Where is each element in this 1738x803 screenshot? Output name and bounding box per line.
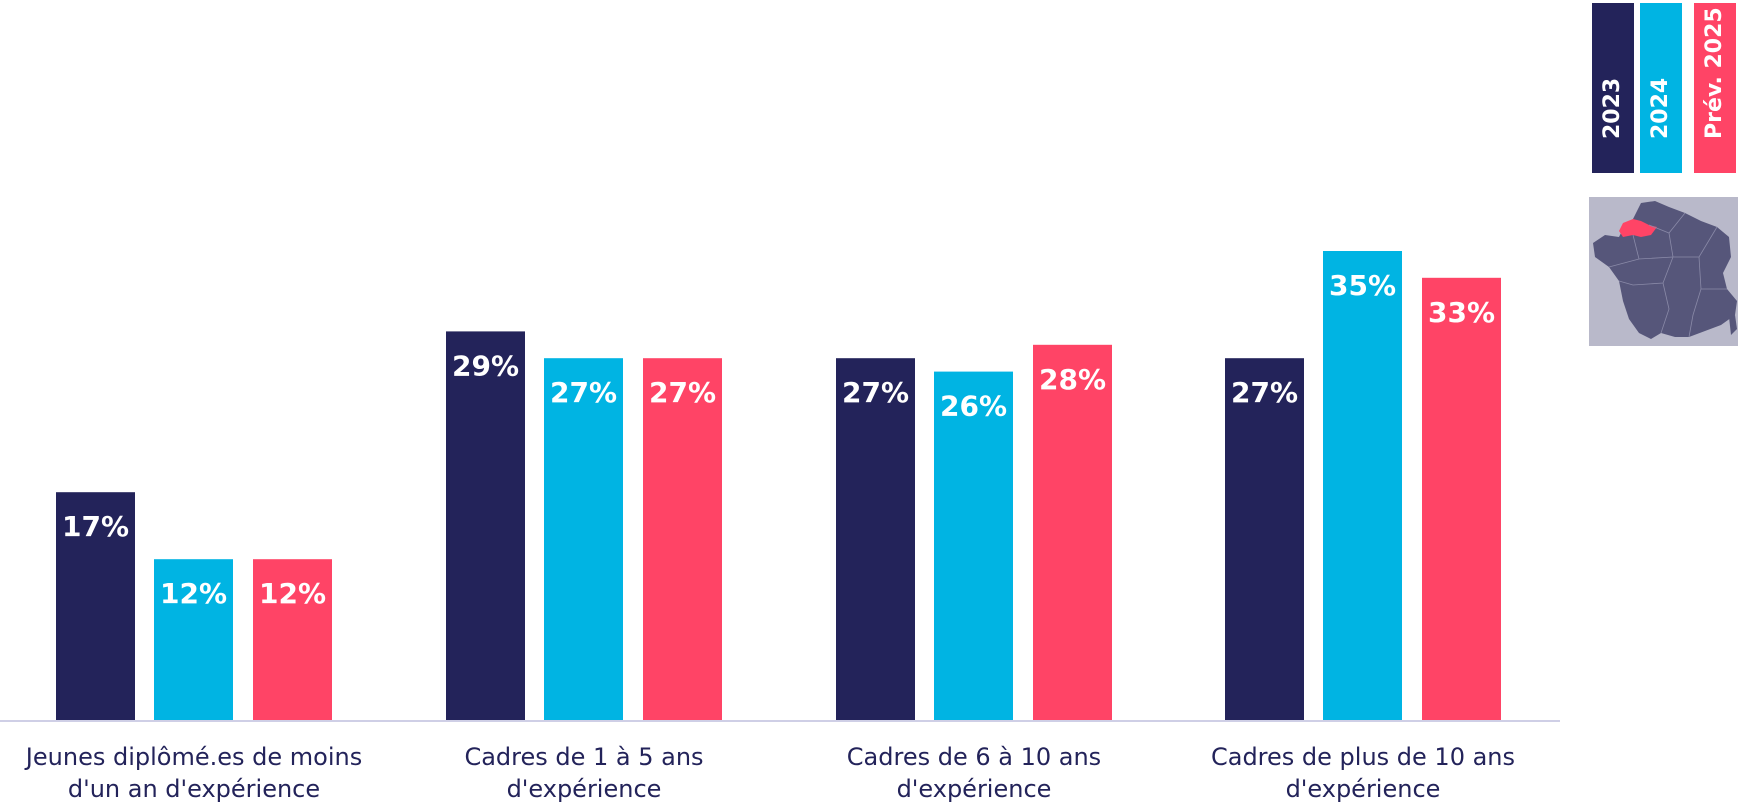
bar-pr-v-2025-2: [1033, 344, 1112, 720]
bar-2023-1: [446, 331, 525, 720]
value-label: 27%: [1231, 376, 1298, 409]
france-land: [1593, 201, 1737, 339]
category-label: Cadres de 1 à 5 ans: [464, 743, 703, 771]
normandie-region: [1619, 219, 1657, 237]
value-labels: 17% 29% 27% 27% 12% 27% 26% 35% 12% 27% 28% 33%: [62, 269, 1495, 610]
category-label: d'un an d'expérience: [68, 775, 320, 803]
france-map-icon: [1589, 197, 1738, 346]
legend-item-prev-2025: Prév. 2025: [1694, 3, 1736, 173]
bar-2023-2: [836, 358, 915, 720]
value-label: 29%: [452, 349, 519, 382]
value-label: 17%: [62, 510, 129, 543]
value-label: 33%: [1428, 296, 1495, 329]
region-borders: [1608, 212, 1727, 338]
corsica: [1729, 315, 1737, 335]
bar-chart: 17% 29% 27% 27% 12% 27% 26% 35% 12% 27% 28% 33% Jeu…: [0, 251, 1560, 803]
value-label: 35%: [1329, 269, 1396, 302]
category-label: d'expérience: [897, 775, 1052, 803]
legend: 2023 2024 Prév. 2025: [1592, 3, 1738, 173]
bar-pr-v-2025-1: [643, 358, 722, 720]
category-labels: Jeunes diplômé.es de moins d'un an d'expé…: [24, 743, 1515, 803]
bar-2024-2: [934, 371, 1013, 720]
legend-item-2024: 2024: [1640, 3, 1682, 173]
bar-2023-0: [56, 492, 135, 720]
value-label: 27%: [842, 376, 909, 409]
category-label: Cadres de 6 à 10 ans: [847, 743, 1101, 771]
france-map-shape: [1593, 201, 1737, 339]
value-label: 27%: [649, 376, 716, 409]
legend-item-2023: 2023: [1592, 3, 1634, 173]
bar-2024-3: [1323, 251, 1402, 720]
category-label: d'expérience: [507, 775, 662, 803]
value-label: 12%: [160, 577, 227, 610]
category-label: Jeunes diplômé.es de moins: [24, 743, 362, 771]
value-label: 12%: [259, 577, 326, 610]
legend-label-prev-2025: Prév. 2025: [1702, 7, 1727, 139]
bar-2024-0: [154, 559, 233, 720]
bar-pr-v-2025-0: [253, 559, 332, 720]
bar-2024-1: [544, 358, 623, 720]
value-label: 27%: [550, 376, 617, 409]
bars: [56, 251, 1501, 720]
legend-label-2023: 2023: [1600, 77, 1625, 139]
category-label: d'expérience: [1286, 775, 1441, 803]
value-label: 28%: [1039, 363, 1106, 396]
value-label: 26%: [940, 390, 1007, 423]
bar-pr-v-2025-3: [1422, 277, 1501, 720]
legend-label-2024: 2024: [1648, 77, 1673, 139]
category-label: Cadres de plus de 10 ans: [1211, 743, 1515, 771]
bar-2023-3: [1225, 358, 1304, 720]
